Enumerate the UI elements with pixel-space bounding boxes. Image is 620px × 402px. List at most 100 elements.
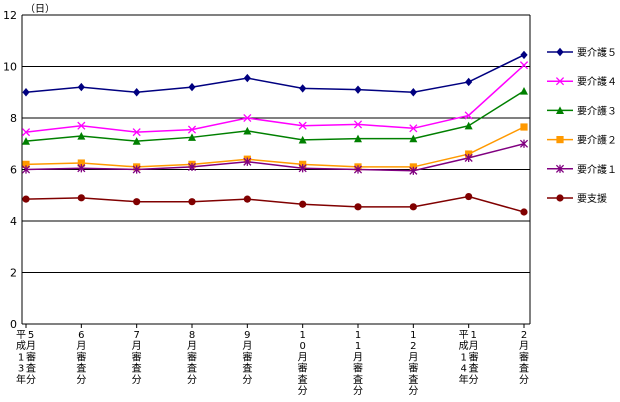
x-tick-label-text: 1 月審査分 bbox=[469, 330, 479, 386]
data-point bbox=[187, 162, 197, 172]
y-axis-ticks: 0 2 4 6 8 10 12 bbox=[3, 9, 17, 331]
legend-marker bbox=[555, 77, 565, 86]
legend-marker bbox=[555, 164, 565, 173]
data-point bbox=[409, 203, 417, 211]
data-point bbox=[77, 164, 86, 173]
data-point bbox=[298, 121, 307, 130]
x-tick-label-text: 6 月審査分 bbox=[76, 330, 86, 386]
x-axis-labels: 平成 1 3 年5 月審査分 6 月審査分 7 月審査分 8 月審査分 9 月審査分 1 0 月審査分 1 1 月審… bbox=[16, 330, 529, 397]
data-point bbox=[243, 126, 252, 135]
data-point bbox=[464, 121, 473, 130]
data-point bbox=[21, 128, 31, 137]
data-point bbox=[520, 123, 528, 131]
x-tick-label-text: 1 0 月審査分 bbox=[298, 330, 308, 397]
y-tick-label: 6 bbox=[10, 164, 17, 177]
data-point bbox=[298, 135, 307, 144]
data-point bbox=[465, 77, 473, 87]
data-point bbox=[353, 165, 363, 174]
legend-marker bbox=[556, 194, 564, 202]
data-point bbox=[77, 159, 85, 167]
x-tick-label: 1 0 月審査分 bbox=[298, 330, 308, 397]
y-tick-label: 0 bbox=[10, 318, 17, 331]
data-point bbox=[77, 194, 85, 202]
legend-entry: 要介護２ bbox=[547, 134, 617, 147]
data-point bbox=[133, 88, 141, 97]
x-tick-label: 8 月審査分 bbox=[187, 330, 197, 386]
x-tick-label-text: 1 2 月審査分 bbox=[408, 330, 418, 397]
data-point bbox=[243, 113, 252, 123]
gridlines bbox=[21, 14, 531, 328]
x-tick-label: 7 月審査分 bbox=[132, 330, 142, 386]
data-point bbox=[22, 88, 30, 97]
y-tick-label: 4 bbox=[10, 215, 17, 228]
data-point bbox=[409, 166, 418, 175]
legend-label: 要支援 bbox=[577, 192, 607, 205]
series-2 bbox=[22, 86, 528, 145]
data-point bbox=[520, 86, 528, 95]
legend-label: 要介護４ bbox=[577, 75, 617, 88]
data-point bbox=[132, 165, 141, 174]
legend-label: 要介護２ bbox=[577, 134, 617, 147]
data-point bbox=[188, 82, 196, 92]
series-0 bbox=[22, 50, 528, 97]
data-point bbox=[243, 195, 251, 203]
series-line bbox=[25, 143, 525, 172]
legend-label: 要介護５ bbox=[577, 46, 617, 59]
data-point bbox=[409, 124, 418, 133]
x-tick-label-text: 9 月審査分 bbox=[242, 330, 252, 386]
x-tick-label: 9 月審査分 bbox=[242, 330, 252, 386]
data-point bbox=[520, 50, 528, 60]
legend-marker bbox=[556, 47, 564, 57]
y-tick-label: 10 bbox=[3, 61, 17, 74]
y-tick-label: 2 bbox=[10, 267, 17, 280]
x-tick-label-text: 平成 1 4 年 bbox=[459, 330, 469, 386]
data-point bbox=[22, 195, 30, 203]
x-tick-label-text: 5 月審査分 bbox=[26, 330, 36, 386]
series-line bbox=[25, 54, 525, 94]
data-point bbox=[299, 200, 307, 208]
series-1 bbox=[21, 61, 529, 137]
legend-entry: 要介護５ bbox=[547, 46, 617, 59]
x-tick-label: 平成 1 4 年1 月審査分 bbox=[459, 330, 479, 386]
data-point bbox=[519, 61, 529, 70]
data-point bbox=[464, 153, 473, 163]
y-tick-label: 8 bbox=[10, 112, 17, 125]
y-tick-label: 12 bbox=[3, 9, 17, 22]
data-point bbox=[188, 198, 196, 206]
legend: 要介護５ 要介護４ 要介護３ 要介護２ 要介護１ 要支援 bbox=[547, 46, 617, 205]
data-point bbox=[21, 165, 31, 174]
x-tick-label-text: 平成 1 3 年 bbox=[16, 330, 26, 386]
series-group bbox=[21, 50, 529, 216]
data-point bbox=[132, 137, 141, 145]
legend-marker bbox=[556, 106, 564, 114]
x-tick-label: 2 月審査分 bbox=[519, 330, 529, 386]
x-tick-label: 6 月審査分 bbox=[76, 330, 86, 386]
data-point bbox=[22, 160, 30, 168]
data-point bbox=[409, 88, 417, 97]
data-point bbox=[187, 125, 197, 134]
legend-entry: 要介護３ bbox=[547, 104, 617, 117]
data-point bbox=[77, 132, 86, 140]
data-point bbox=[520, 208, 528, 216]
x-tick-label: 1 1 月審査分 bbox=[353, 330, 363, 397]
data-point bbox=[132, 128, 141, 137]
x-tick-label: 平成 1 3 年5 月審査分 bbox=[16, 330, 36, 386]
legend-label: 要介護３ bbox=[577, 104, 617, 117]
data-point bbox=[465, 192, 473, 201]
data-point bbox=[299, 84, 307, 93]
data-point bbox=[22, 137, 30, 145]
x-tick-label-text: 1 1 月審査分 bbox=[353, 330, 363, 397]
x-tick-label-text: 8 月審査分 bbox=[187, 330, 197, 386]
series-3 bbox=[22, 123, 528, 171]
data-point bbox=[354, 85, 362, 94]
data-point bbox=[464, 111, 473, 120]
data-point bbox=[353, 120, 363, 129]
data-point bbox=[77, 121, 86, 130]
x-tick-label-text: 2 月審査分 bbox=[519, 330, 529, 386]
series-line bbox=[25, 64, 525, 133]
legend-entry: 要支援 bbox=[547, 192, 607, 205]
legend-entry: 要介護１ bbox=[547, 163, 617, 176]
series-5 bbox=[22, 192, 528, 216]
data-point bbox=[519, 139, 529, 148]
